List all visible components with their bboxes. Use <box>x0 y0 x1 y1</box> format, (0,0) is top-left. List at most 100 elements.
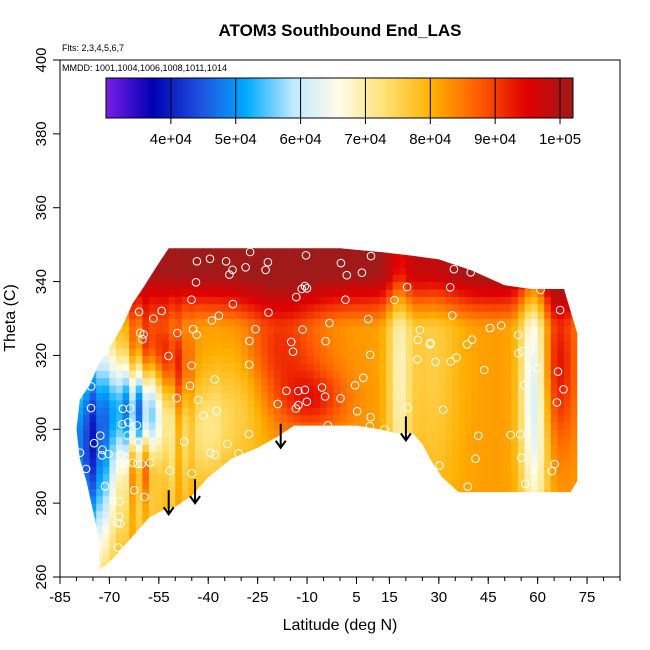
heatmap-cell <box>293 259 302 268</box>
heatmap-cell <box>326 370 335 379</box>
heatmap-cell <box>504 392 512 401</box>
heatmap-cell <box>274 532 282 541</box>
heatmap-cell <box>333 407 341 416</box>
heatmap-cell <box>511 370 519 379</box>
heatmap-cell <box>564 444 572 453</box>
heatmap-cell <box>366 547 374 556</box>
heatmap-cell <box>524 296 532 305</box>
heatmap-cell <box>267 532 275 541</box>
heatmap-cell <box>570 311 578 320</box>
heatmap-cell <box>102 370 111 379</box>
heatmap-cell <box>524 303 532 312</box>
heatmap-cell <box>570 362 578 371</box>
heatmap-cell <box>392 473 400 482</box>
heatmap-cell <box>313 532 321 541</box>
heatmap-cell <box>379 436 387 445</box>
heatmap-cell <box>83 237 90 245</box>
observation-point <box>185 381 195 391</box>
heatmap-cell <box>300 362 308 371</box>
heatmap-cell <box>326 325 335 334</box>
heatmap-cell <box>267 444 275 453</box>
heatmap-cell <box>399 296 407 305</box>
heatmap-cell <box>228 288 236 297</box>
heatmap-cell <box>340 348 348 357</box>
heatmap-cell <box>478 517 486 526</box>
heatmap-cell <box>293 540 302 549</box>
heatmap-cell <box>83 458 91 467</box>
heatmap-cell <box>564 473 572 482</box>
heatmap-cell <box>386 362 394 371</box>
heatmap-cell <box>405 414 414 423</box>
heatmap-cell <box>300 237 307 245</box>
heatmap-cell <box>142 570 149 578</box>
heatmap-cell <box>208 451 216 460</box>
heatmap-cell <box>333 340 341 349</box>
heatmap-cell <box>557 532 565 541</box>
heatmap-cell <box>557 384 565 393</box>
heatmap-cell <box>228 392 236 401</box>
heatmap-cell <box>129 458 137 467</box>
heatmap-cell <box>372 274 381 283</box>
heatmap-cell <box>557 296 565 305</box>
heatmap-cell <box>353 348 361 357</box>
heatmap-cell <box>379 532 387 541</box>
heatmap-cell <box>570 532 578 541</box>
heatmap-cell <box>109 340 117 349</box>
heatmap-cell <box>320 355 328 364</box>
heatmap-cell <box>412 525 420 534</box>
heatmap-cell <box>537 340 545 349</box>
heatmap-cell <box>102 451 111 460</box>
heatmap-cell <box>570 296 578 305</box>
heatmap-cell <box>550 318 559 327</box>
heatmap-cell <box>260 488 269 497</box>
heatmap-cell <box>260 311 269 320</box>
heatmap-cell <box>577 259 578 268</box>
heatmap-cell <box>142 525 150 534</box>
heatmap-cell <box>221 362 229 371</box>
observation-point <box>128 458 138 468</box>
y-tick-label: 260 <box>33 564 50 589</box>
heatmap-cell <box>280 333 288 342</box>
heatmap-cell <box>109 248 117 253</box>
heatmap-cell <box>531 407 539 416</box>
heatmap-cell <box>89 421 97 430</box>
heatmap-cell <box>195 407 203 416</box>
heatmap-cell <box>458 510 466 519</box>
heatmap-cell <box>484 414 493 423</box>
heatmap-cell <box>511 488 519 497</box>
heatmap-cell <box>175 570 182 578</box>
observation-point <box>241 263 250 272</box>
heatmap-cell <box>148 370 157 379</box>
heatmap-cell <box>102 281 111 290</box>
observation-point <box>321 336 330 346</box>
heatmap-cell <box>465 340 473 349</box>
arrow-head <box>162 506 175 516</box>
heatmap-cell <box>260 480 269 489</box>
heatmap-cell <box>116 429 124 438</box>
observation-point <box>210 375 220 384</box>
heatmap-cell <box>96 266 104 275</box>
heatmap-cell <box>109 532 117 541</box>
heatmap-cell <box>162 333 170 342</box>
heatmap-cell <box>379 444 387 453</box>
heatmap-cell <box>550 466 559 475</box>
heatmap-cell <box>353 562 361 570</box>
heatmap-cell <box>425 532 433 541</box>
heatmap-cell <box>201 399 209 408</box>
heatmap-cell <box>432 554 440 563</box>
heatmap-cell <box>109 473 117 482</box>
heatmap-cell <box>168 540 176 549</box>
heatmap-cell <box>201 480 209 489</box>
heatmap-cell <box>109 510 117 519</box>
heatmap-cell <box>142 303 150 312</box>
heatmap-cell <box>122 248 130 253</box>
heatmap-cell <box>76 288 84 297</box>
heatmap-cell <box>491 407 499 416</box>
heatmap-cell <box>386 466 394 475</box>
heatmap-cell <box>570 333 578 342</box>
heatmap-cell <box>148 436 157 445</box>
heatmap-cell <box>122 311 130 320</box>
heatmap-cell <box>452 458 460 467</box>
heatmap-cell <box>129 248 137 253</box>
heatmap-cell <box>392 362 400 371</box>
